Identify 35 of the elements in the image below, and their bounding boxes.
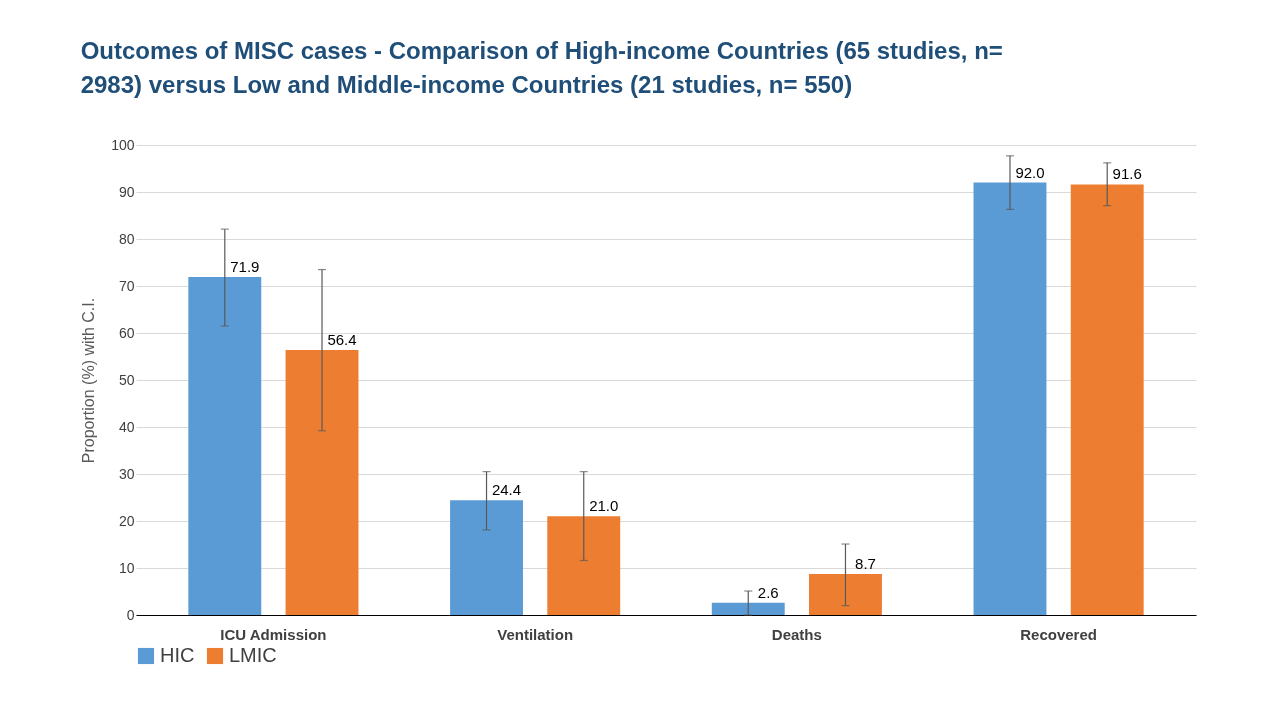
y-tick-label: 30	[118, 465, 135, 482]
data-label: 21.0	[589, 497, 619, 515]
bar	[809, 574, 882, 615]
legend-label: LMIC	[229, 644, 277, 666]
y-tick-label: 50	[118, 371, 135, 388]
y-tick-label: 40	[118, 418, 135, 435]
bar	[973, 182, 1047, 615]
bar	[188, 277, 262, 615]
bar	[450, 500, 523, 615]
x-tick-label: Recovered	[1020, 625, 1097, 643]
y-tick-label: 0	[126, 606, 135, 623]
data-label: 8.7	[855, 555, 876, 573]
data-label: 91.6	[1112, 165, 1142, 183]
bar	[711, 602, 785, 615]
y-axis-title: Proportion (%) with C.I.	[80, 297, 98, 464]
data-label: 24.4	[491, 481, 522, 499]
y-tick-label: 80	[118, 230, 135, 247]
x-tick-label: ICU Admission	[220, 625, 327, 643]
y-tick-label: 20	[118, 512, 135, 529]
legend-label: HIC	[160, 644, 195, 666]
bar	[547, 516, 621, 615]
chart-title: Outcomes of MISC cases - Comparison of High-income Countries (65 studies, n= 2983) versus Low and Middle-income Countries (21 studies, n= 550)	[80, 37, 1003, 98]
y-tick-label: 60	[118, 324, 135, 341]
y-tick-label: 70	[118, 277, 135, 294]
x-tick-label: Deaths	[771, 625, 822, 643]
y-tick-label: 90	[118, 183, 135, 200]
data-label: 71.9	[230, 258, 260, 276]
x-tick-label: Ventilation	[497, 625, 574, 643]
bar	[1070, 184, 1144, 615]
y-tick-label: 100	[111, 136, 135, 153]
bar	[285, 349, 359, 615]
data-label: 2.6	[757, 583, 779, 601]
data-label: 56.4	[327, 330, 357, 348]
y-tick-label: 10	[118, 559, 135, 576]
data-label: 92.0	[1015, 163, 1045, 181]
